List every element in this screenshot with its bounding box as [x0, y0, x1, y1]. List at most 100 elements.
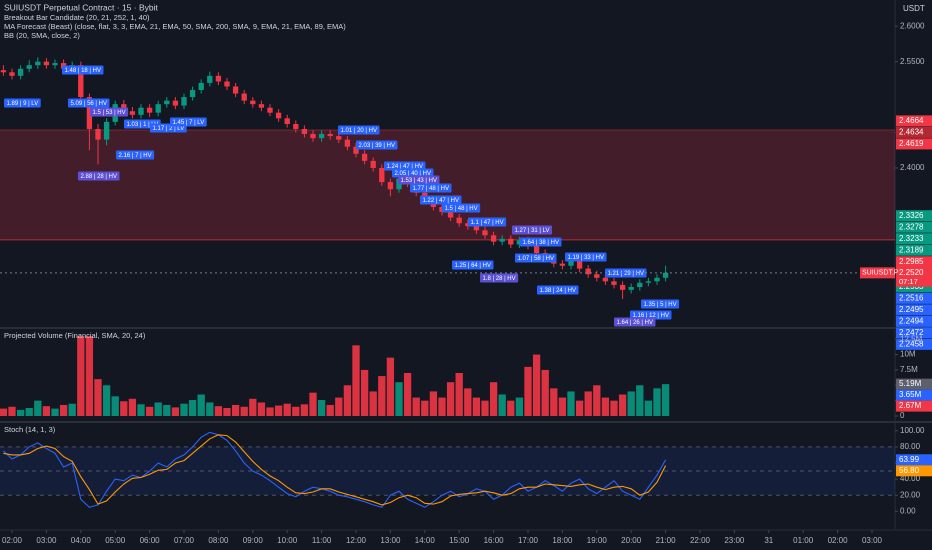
price-tag-bg	[896, 292, 932, 304]
volume-bar	[386, 357, 395, 416]
volume-bar	[558, 397, 567, 416]
volume-bar	[240, 406, 248, 416]
price-tag: 2.2472	[899, 328, 924, 337]
x-tick-label: 10:00	[277, 536, 298, 545]
volume-bar	[472, 397, 481, 416]
volume-bar	[524, 366, 532, 416]
x-tick-label: 02:00	[828, 536, 849, 545]
y-tick-label: 20.00	[900, 490, 921, 499]
volume-bar	[644, 400, 653, 416]
candle-body	[26, 65, 32, 69]
candle-body	[138, 107, 144, 115]
candle-body	[654, 277, 660, 282]
indicator-legend: BB (20, SMA, close, 2)	[4, 31, 80, 40]
volume-bar	[464, 388, 472, 416]
volume-bar	[601, 397, 610, 416]
candle-body	[439, 206, 445, 212]
candle-body	[35, 61, 41, 66]
candle-body	[301, 128, 308, 134]
volume-bar	[51, 408, 59, 416]
annotation: 1.45 | 7 | LV	[173, 120, 205, 126]
annotation: 1.16 | 12 | HV	[633, 313, 669, 319]
candle-body	[43, 61, 50, 66]
annotation-box	[62, 65, 104, 75]
volume-tag: 3.65M	[899, 390, 922, 399]
currency: USDT	[903, 4, 925, 13]
annotation-box	[116, 150, 155, 160]
volume-bar	[163, 404, 171, 416]
x-tick-label: 03:00	[36, 536, 57, 545]
volume-bar	[610, 400, 618, 416]
price-tag-bg	[896, 115, 932, 127]
annotation: 1.8 | 28 | HV	[483, 276, 516, 282]
annotation: 1.5 | 48 | HV	[445, 206, 478, 212]
x-tick-label: 09:00	[243, 536, 264, 545]
volume-bar	[335, 397, 343, 416]
candle-body	[181, 97, 187, 106]
price-tag-bg	[896, 138, 932, 150]
x-tick-label: 31	[764, 536, 773, 545]
volume-tag-bg	[896, 378, 932, 390]
x-tick-label: 18:00	[552, 536, 573, 545]
candle-body	[78, 65, 84, 98]
price-tag-bg	[896, 338, 932, 350]
annotation: 1.48 | 18 | HV	[65, 68, 101, 74]
candle-body	[189, 90, 196, 98]
candle-body	[482, 230, 488, 236]
annotation: 1.17 | 2 | LV	[153, 126, 185, 132]
annotation-box	[356, 140, 398, 150]
volume-bar	[317, 400, 326, 416]
candle-body	[129, 111, 136, 115]
volume-bar	[111, 396, 119, 416]
y-tick-label: 2.6000	[900, 21, 925, 30]
candle-body	[353, 146, 359, 154]
candle-body	[146, 107, 153, 113]
candle-body	[172, 100, 179, 106]
candle-body	[336, 136, 342, 140]
volume-bar	[618, 394, 627, 416]
volume-bar	[567, 391, 575, 416]
volume-bar	[584, 391, 592, 416]
volume-bar	[8, 406, 16, 416]
annotation-box	[398, 175, 440, 185]
candle-body	[594, 274, 600, 278]
annotation: 5.09 | 56 | HV	[71, 101, 107, 107]
annotation: 1.64 | 26 | HV	[617, 320, 653, 326]
volume-bar	[653, 388, 661, 416]
x-tick-label: 22:00	[690, 536, 711, 545]
volume-bar	[326, 404, 334, 416]
volume-bar	[515, 397, 524, 416]
price-tag-bg	[896, 126, 932, 138]
x-tick-label: 14:00	[415, 536, 436, 545]
candle-body	[224, 81, 230, 87]
candle-body	[250, 100, 256, 105]
annotation: 1.64 | 38 | HV	[523, 240, 559, 246]
volume-bar	[369, 391, 377, 416]
annotation-box	[537, 285, 579, 295]
price-tag: 2.3233	[899, 234, 924, 243]
volume-bar	[257, 402, 266, 416]
candle-body	[86, 97, 93, 129]
indicator-legend: Breakout Bar Candidate (20, 21, 252, 1, …	[4, 13, 150, 22]
volume-tag-bg	[896, 400, 932, 412]
annotation-box	[392, 168, 434, 178]
stoch-line	[3, 434, 667, 506]
annotation-box	[512, 225, 553, 235]
annotation-box	[565, 252, 607, 262]
volume-bar	[395, 382, 403, 416]
volume-bar	[206, 402, 214, 416]
volume-bar	[352, 345, 360, 416]
volume-bar	[421, 400, 429, 416]
volume-bar	[137, 404, 145, 416]
price-tag: 2.2495	[899, 305, 924, 314]
volume-bar	[188, 400, 197, 416]
x-tick-label: 06:00	[140, 536, 161, 545]
volume-bar	[25, 408, 33, 416]
candle-body	[465, 223, 471, 227]
y-tick-label: 10M	[900, 350, 916, 359]
candle-body	[361, 153, 368, 161]
y-tick-label: 2.5500	[900, 57, 925, 66]
price-tag-bg	[896, 244, 932, 256]
